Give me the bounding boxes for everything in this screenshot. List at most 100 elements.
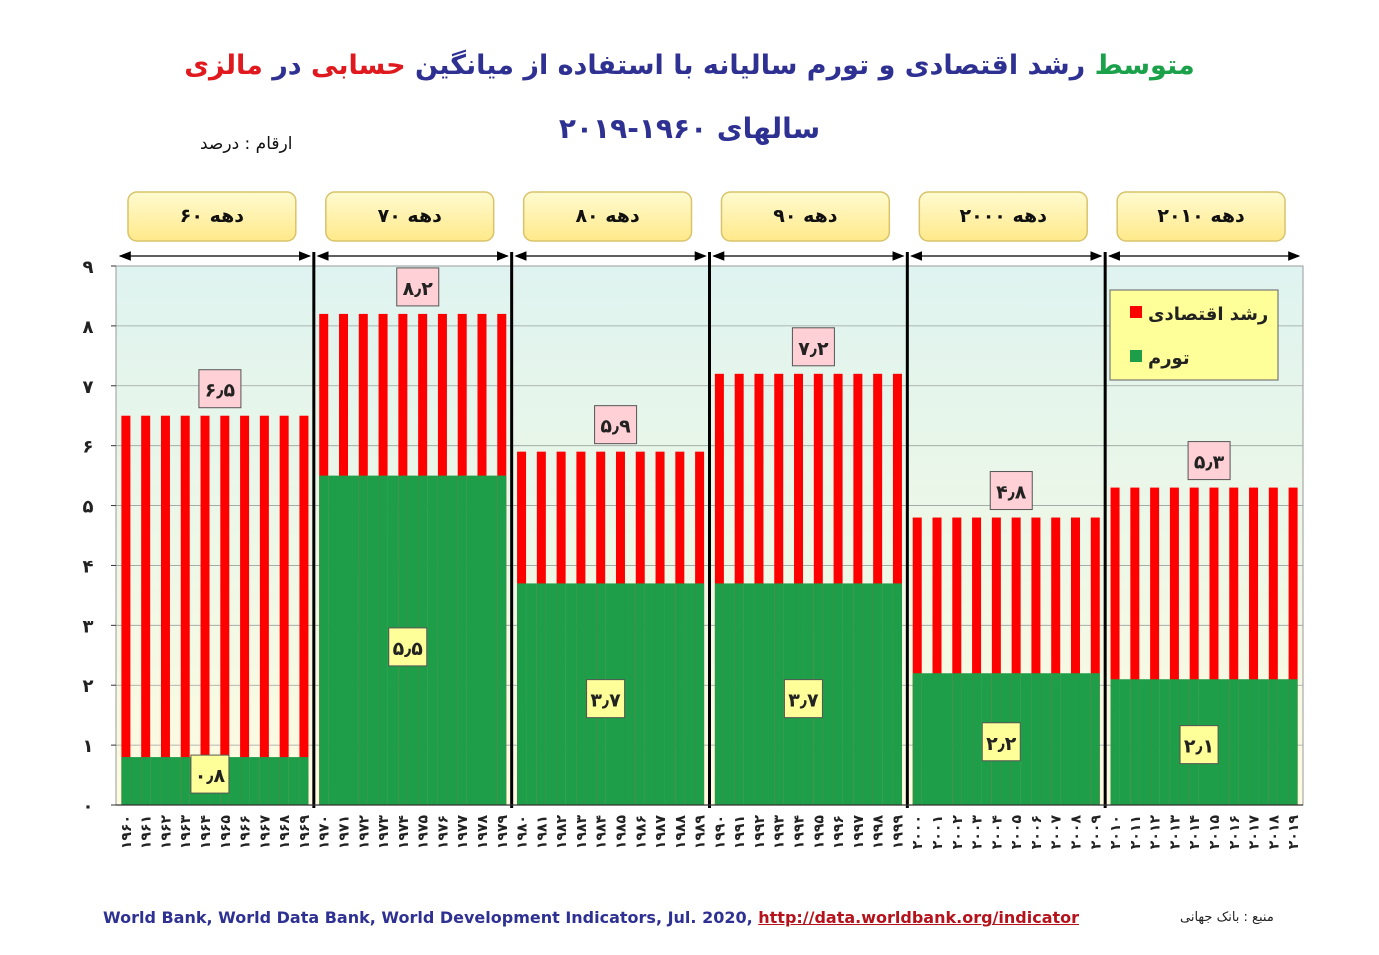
growth-bar (240, 415, 250, 805)
growth-bar (141, 415, 151, 805)
x-tick-label: ۱۹۶۱ (139, 815, 155, 849)
x-tick-label: ۱۹۷۶ (435, 815, 451, 849)
inflation-value-label: ۰٫۸ (195, 765, 226, 787)
decade-header-box (522, 191, 693, 242)
x-tick-label: ۱۹۷۸ (475, 815, 491, 850)
x-tick-label: ۲۰۰۸ (1068, 815, 1084, 850)
growth-bar (1229, 487, 1239, 805)
y-tick-label: ۴ (83, 556, 94, 577)
inflation-fill (1040, 673, 1052, 805)
title-part-5: مالزی (184, 50, 263, 81)
inflation-bar (774, 583, 784, 805)
x-tick-label: ۱۹۷۳ (376, 815, 392, 850)
source-label-fa: منبع : بانک جهانی (1180, 910, 1274, 925)
inflation-bar (378, 475, 388, 805)
source-text: World Bank, World Data Bank, World Devel… (103, 908, 1079, 927)
inflation-bar (1288, 679, 1298, 805)
inflation-bar (1110, 679, 1120, 805)
inflation-value-box (783, 679, 823, 719)
source-link[interactable]: http://data.worldbank.org/indicator (758, 908, 1080, 927)
x-tick-label: ۲۰۰۵ (1009, 815, 1025, 850)
x-tick-label: ۱۹۷۲ (356, 815, 372, 850)
inflation-bar (873, 583, 883, 805)
x-tick-label: ۱۹۸۱ (534, 815, 550, 849)
growth-bar (991, 517, 1001, 805)
inflation-bar (1150, 679, 1160, 805)
legend-inflation-label: تورم (1148, 348, 1190, 369)
growth-bar (160, 415, 170, 805)
inflation-bar (833, 583, 843, 805)
inflation-value-box (1179, 725, 1219, 765)
x-tick-label: ۱۹۸۸ (673, 815, 689, 850)
growth-value-box (198, 369, 242, 409)
inflation-fill (664, 583, 676, 805)
inflation-value-label: ۳٫۷ (788, 690, 819, 712)
inflation-bar (714, 583, 724, 805)
inflation-bar (972, 673, 982, 805)
inflation-bar (1229, 679, 1239, 805)
inflation-bar (141, 757, 151, 805)
inflation-bar (339, 475, 349, 805)
title-part-3: حسابی (311, 50, 406, 81)
x-tick-label: ۲۰۱۰ (1108, 815, 1124, 849)
x-tick-label: ۲۰۱۷ (1247, 815, 1263, 850)
decade-header-label: دهه ۸۰ (575, 205, 640, 227)
x-tick-label: ۲۰۰۷ (1049, 815, 1065, 850)
inflation-bar (754, 583, 764, 805)
inflation-value-box (190, 754, 230, 794)
inflation-fill (723, 583, 735, 805)
x-tick-label: ۱۹۶۷ (257, 815, 273, 850)
y-tick-label: ۰ (83, 796, 94, 817)
inflation-value-label: ۵٫۵ (393, 638, 424, 660)
y-tick-label: ۹ (83, 257, 94, 278)
inflation-bar (536, 583, 546, 805)
inflation-fill (743, 583, 755, 805)
inflation-fill (249, 757, 260, 805)
inflation-fill (348, 475, 359, 805)
inflation-bar (655, 583, 665, 805)
inflation-bar (1090, 673, 1100, 805)
inflation-bar (892, 583, 902, 805)
inflation-bar (853, 583, 863, 805)
growth-bar (1288, 487, 1298, 805)
inflation-bar (556, 583, 566, 805)
x-tick-label: ۱۹۹۹ (890, 815, 906, 850)
legend-growth-label: رشد اقتصادی (1148, 304, 1268, 325)
inflation-fill (526, 583, 537, 805)
inflation-fill (486, 475, 498, 805)
inflation-fill (1139, 679, 1151, 805)
inflation-bar (240, 757, 250, 805)
growth-bar (1150, 487, 1160, 805)
y-tick-label: ۳ (83, 616, 94, 637)
y-tick-label: ۷ (83, 377, 94, 398)
inflation-value-box (586, 679, 626, 719)
x-tick-label: ۱۹۹۸ (871, 815, 887, 850)
growth-bar (1090, 517, 1100, 805)
x-tick-label: ۱۹۹۶ (831, 815, 847, 849)
inflation-bar (675, 583, 685, 805)
x-tick-label: ۲۰۱۴ (1187, 815, 1203, 850)
inflation-fill (822, 583, 834, 805)
inflation-fill (684, 583, 696, 805)
growth-bar (180, 415, 190, 805)
growth-bar (121, 415, 131, 805)
x-tick-label: ۱۹۹۱ (732, 815, 748, 849)
inflation-bar (695, 583, 705, 805)
title-part-1: متوسط (1094, 50, 1195, 81)
growth-bar (952, 517, 962, 805)
inflation-value-label: ۲٫۲ (986, 733, 1017, 755)
inflation-fill (150, 757, 161, 805)
inflation-bar (121, 757, 131, 805)
inflation-fill (1258, 679, 1269, 805)
x-tick-label: ۱۹۶۵ (218, 815, 234, 850)
decade-header-label: دهه ۹۰ (773, 205, 838, 227)
inflation-bar (180, 757, 190, 805)
inflation-fill (1218, 679, 1230, 805)
inflation-bar (576, 583, 586, 805)
inflation-fill (882, 583, 893, 805)
x-tick-label: ۱۹۷۵ (416, 815, 432, 850)
x-tick-label: ۱۹۸۰ (515, 815, 531, 849)
growth-value-box (594, 405, 638, 445)
x-tick-label: ۱۹۶۰ (119, 815, 135, 849)
x-tick-label: ۲۰۱۸ (1266, 815, 1282, 850)
